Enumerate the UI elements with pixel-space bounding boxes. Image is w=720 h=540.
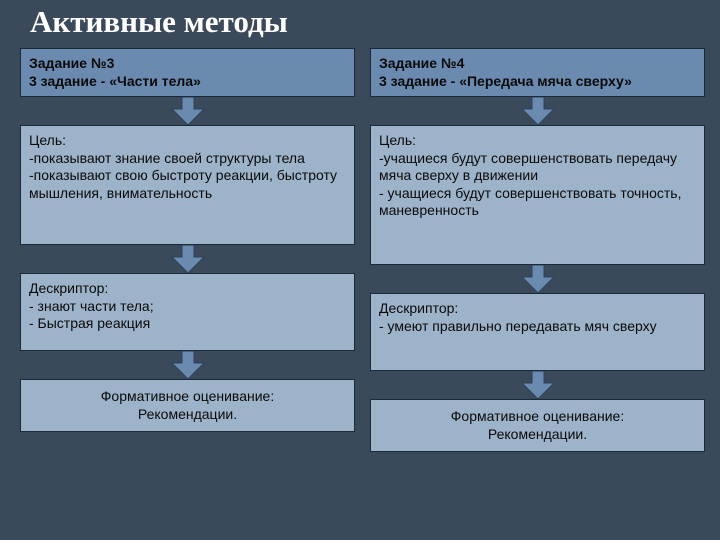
- task3-formative-box: Формативное оценивание: Рекомендации.: [20, 379, 355, 432]
- task4-descriptor-label: Дескриптор:: [379, 300, 696, 318]
- task4-formative-line2: Рекомендации.: [488, 426, 587, 442]
- task3-descriptor-label: Дескриптор:: [29, 280, 346, 298]
- task4-formative-line1: Формативное оценивание:: [451, 408, 624, 424]
- task3-descriptor-bullet-1: - знают части тела;: [29, 298, 346, 316]
- arrow-down-icon: [520, 265, 556, 293]
- task3-goal-bullet-1: -показывают знание своей структуры тела: [29, 150, 346, 168]
- task4-goal-box: Цель: -учащиеся будут совершенствовать п…: [370, 125, 705, 265]
- task3-formative-line2: Рекомендации.: [138, 406, 237, 422]
- task3-goal-label: Цель:: [29, 132, 346, 150]
- page-title: Активные методы: [30, 4, 288, 40]
- task3-number: Задание №3: [29, 55, 114, 71]
- task4-goal-bullet-2: - учащиеся будут совершенствовать точнос…: [379, 185, 696, 220]
- arrow-down-icon: [520, 97, 556, 125]
- task3-formative-line1: Формативное оценивание:: [101, 388, 274, 404]
- task4-descriptor-bullet-1: - умеют правильно передавать мяч сверху: [379, 318, 696, 336]
- task3-descriptor-bullet-2: - Быстрая реакция: [29, 315, 346, 333]
- arrow-down-icon: [170, 245, 206, 273]
- task4-descriptor-box: Дескриптор: - умеют правильно передавать…: [370, 293, 705, 371]
- arrow-down-icon: [170, 97, 206, 125]
- arrow-down-icon: [520, 371, 556, 399]
- task4-formative-box: Формативное оценивание: Рекомендации.: [370, 399, 705, 452]
- column-left: Задание №3 3 задание - «Части тела» Цель…: [20, 48, 355, 432]
- task3-goal-bullet-2: -показывают свою быстроту реакции, быстр…: [29, 167, 346, 202]
- task4-number: Задание №4: [379, 55, 464, 71]
- task4-goal-label: Цель:: [379, 132, 696, 150]
- task4-subtitle: 3 задание - «Передача мяча сверху»: [379, 73, 632, 89]
- task3-header-box: Задание №3 3 задание - «Части тела»: [20, 48, 355, 97]
- task4-goal-bullet-1: -учащиеся будут совершенствовать передач…: [379, 150, 696, 185]
- task3-subtitle: 3 задание - «Части тела»: [29, 73, 201, 89]
- column-right: Задание №4 3 задание - «Передача мяча св…: [370, 48, 705, 452]
- task3-descriptor-box: Дескриптор: - знают части тела; - Быстра…: [20, 273, 355, 351]
- arrow-down-icon: [170, 351, 206, 379]
- task3-goal-box: Цель: -показывают знание своей структуры…: [20, 125, 355, 245]
- task4-header-box: Задание №4 3 задание - «Передача мяча св…: [370, 48, 705, 97]
